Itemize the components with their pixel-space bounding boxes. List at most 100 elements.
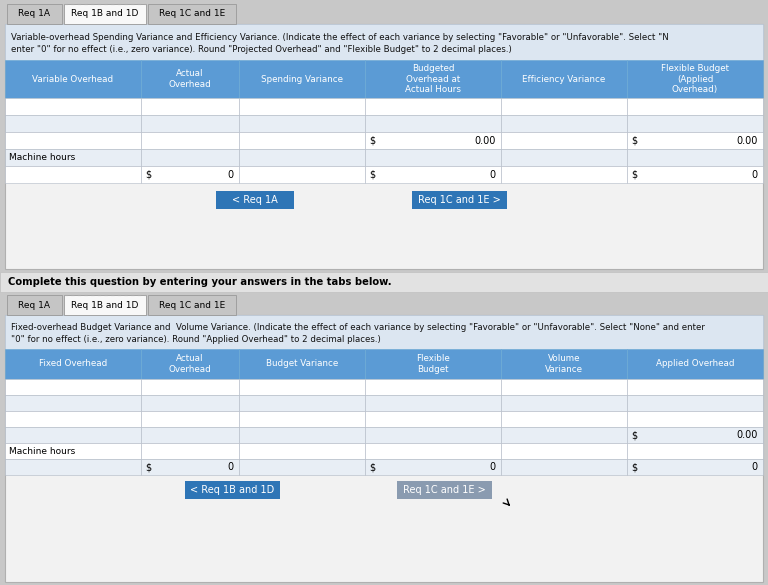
Bar [5, 443, 141, 459]
Bar [64, 295, 146, 315]
Bar [239, 149, 365, 166]
Text: Flexible Budget
(Applied
Overhead): Flexible Budget (Applied Overhead) [661, 64, 729, 94]
Bar [501, 60, 627, 98]
Bar [239, 132, 365, 149]
Bar [239, 166, 365, 183]
Bar [7, 4, 62, 24]
Bar [501, 166, 627, 183]
Bar [216, 191, 294, 209]
Bar [5, 24, 763, 269]
Bar [239, 349, 365, 379]
Text: Flexible
Budget: Flexible Budget [416, 355, 450, 374]
Bar [239, 459, 365, 475]
Bar [5, 132, 141, 149]
Bar [5, 24, 763, 60]
Text: "0" for no effect (i.e., zero variance). Round "Applied Overhead" to 2 decimal p: "0" for no effect (i.e., zero variance).… [11, 335, 381, 344]
Bar [239, 60, 365, 98]
Bar [365, 443, 501, 459]
Bar [627, 379, 763, 395]
Bar [239, 395, 365, 411]
Bar [365, 395, 501, 411]
Text: Complete this question by entering your answers in the tabs below.: Complete this question by entering your … [8, 277, 392, 287]
Bar [141, 149, 239, 166]
Text: 0.00: 0.00 [475, 136, 496, 146]
Text: Variable-overhead Spending Variance and Efficiency Variance. (Indicate the effec: Variable-overhead Spending Variance and … [11, 33, 669, 42]
Bar [365, 115, 501, 132]
Text: Actual
Overhead: Actual Overhead [168, 69, 211, 89]
Bar [365, 132, 501, 149]
Bar [5, 411, 141, 427]
Bar [365, 166, 501, 183]
Bar [365, 60, 501, 98]
Text: Efficiency Variance: Efficiency Variance [522, 74, 606, 84]
Bar [501, 427, 627, 443]
Text: $: $ [631, 430, 637, 440]
Text: Machine hours: Machine hours [9, 446, 75, 456]
Text: 0: 0 [227, 462, 233, 472]
Text: Machine hours: Machine hours [9, 153, 75, 162]
Bar [5, 166, 141, 183]
Bar [7, 295, 62, 315]
Bar [627, 349, 763, 379]
Text: Budgeted
Overhead at
Actual Hours: Budgeted Overhead at Actual Hours [405, 64, 461, 94]
Bar [0, 272, 768, 292]
Text: $: $ [369, 136, 375, 146]
Text: $: $ [631, 170, 637, 180]
Text: Req 1C and 1E: Req 1C and 1E [159, 9, 225, 19]
Bar [365, 411, 501, 427]
Bar [141, 166, 239, 183]
Bar [5, 459, 141, 475]
Bar [501, 98, 627, 115]
Bar [501, 149, 627, 166]
Text: Req 1A: Req 1A [18, 301, 51, 309]
Bar [501, 443, 627, 459]
Bar [501, 411, 627, 427]
Bar [365, 459, 501, 475]
Bar [5, 349, 141, 379]
Bar [627, 132, 763, 149]
Text: $: $ [369, 462, 375, 472]
Bar [148, 4, 236, 24]
Text: Variable Overhead: Variable Overhead [32, 74, 114, 84]
Text: 0: 0 [752, 462, 758, 472]
Bar [627, 166, 763, 183]
Bar [5, 315, 763, 582]
Text: Req 1B and 1D: Req 1B and 1D [71, 301, 139, 309]
Bar [501, 379, 627, 395]
Bar [141, 443, 239, 459]
Text: 0.00: 0.00 [737, 136, 758, 146]
Bar [239, 443, 365, 459]
Text: $: $ [631, 462, 637, 472]
Text: 0: 0 [752, 170, 758, 180]
Bar [5, 379, 141, 395]
Bar [141, 349, 239, 379]
Text: Req 1C and 1E >: Req 1C and 1E > [403, 485, 486, 495]
Text: Spending Variance: Spending Variance [261, 74, 343, 84]
Bar [141, 411, 239, 427]
Text: 0: 0 [227, 170, 233, 180]
Text: < Req 1B and 1D: < Req 1B and 1D [190, 485, 274, 495]
Text: < Req 1A: < Req 1A [232, 195, 278, 205]
Bar [5, 115, 141, 132]
Bar [627, 411, 763, 427]
Text: Req 1A: Req 1A [18, 9, 51, 19]
Bar [141, 132, 239, 149]
Bar [141, 98, 239, 115]
Bar [239, 379, 365, 395]
Bar [148, 295, 236, 315]
Bar [501, 459, 627, 475]
Bar [627, 115, 763, 132]
Text: $: $ [145, 462, 151, 472]
Text: Volume
Variance: Volume Variance [545, 355, 583, 374]
Bar [627, 459, 763, 475]
Bar [365, 149, 501, 166]
Bar [397, 481, 492, 499]
Bar [64, 4, 146, 24]
Text: Actual
Overhead: Actual Overhead [168, 355, 211, 374]
Bar [5, 315, 763, 349]
Bar [627, 443, 763, 459]
Text: 0: 0 [490, 462, 496, 472]
Bar [141, 459, 239, 475]
Bar [141, 395, 239, 411]
Bar [5, 60, 141, 98]
